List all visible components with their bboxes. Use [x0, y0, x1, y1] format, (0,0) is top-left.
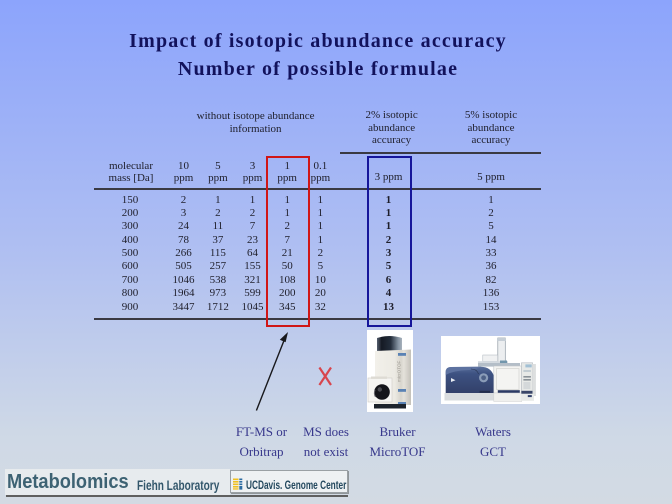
- svg-text:micrOTOF: micrOTOF: [397, 360, 402, 382]
